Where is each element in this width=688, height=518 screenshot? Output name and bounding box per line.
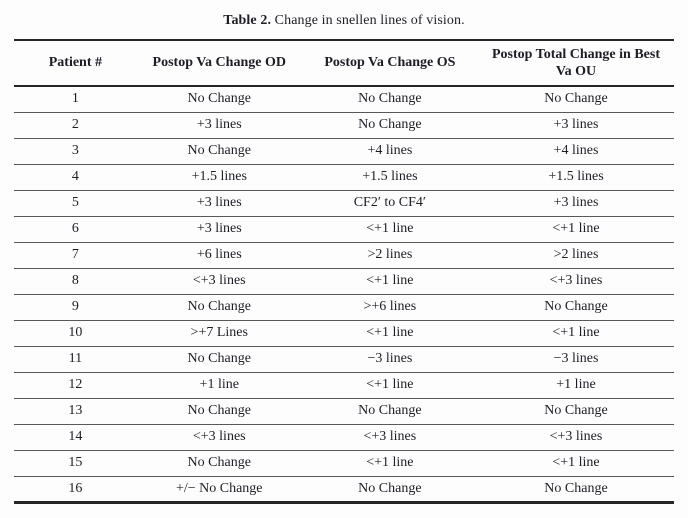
cell-total-change-ou: +3 lines bbox=[553, 195, 599, 210]
cell-patient-number: 3 bbox=[71, 143, 79, 158]
table-row: 5 +3 lines CF2′ to CF4′ +3 lines bbox=[14, 190, 674, 216]
table-body: 1 No Change No Change No Change 2 +3 lines No … bbox=[14, 86, 674, 502]
cell-patient-number: 8 bbox=[71, 273, 79, 288]
cell-patient-number: 2 bbox=[71, 117, 79, 132]
column-header-total-ou: Postop Total Change in Best Va OU bbox=[478, 40, 674, 86]
cell-total-change-ou: <+1 line bbox=[552, 455, 600, 470]
cell-va-change-os: <+1 line bbox=[366, 273, 414, 288]
table-row: 9 No Change >+6 lines No Change bbox=[14, 294, 674, 320]
cell-va-change-od: +1.5 lines bbox=[191, 169, 247, 184]
table-caption: Table 2. Change in snellen lines of visi… bbox=[0, 0, 688, 39]
cell-va-change-os: <+1 line bbox=[366, 377, 414, 392]
table-row: 10 >+7 Lines <+1 line <+1 line bbox=[14, 320, 674, 346]
table-row: 4 +1.5 lines +1.5 lines +1.5 lines bbox=[14, 164, 674, 190]
column-header-va-os-label: Postop Va Change OS bbox=[324, 55, 456, 71]
column-header-patient: Patient # bbox=[14, 40, 137, 86]
cell-patient-number: 5 bbox=[71, 195, 79, 210]
cell-va-change-od: No Change bbox=[187, 299, 251, 314]
cell-va-change-od: <+3 lines bbox=[192, 273, 246, 288]
cell-patient-number: 7 bbox=[71, 247, 79, 262]
cell-total-change-ou: <+1 line bbox=[552, 221, 600, 236]
cell-va-change-od: No Change bbox=[187, 143, 251, 158]
cell-va-change-od: >+7 Lines bbox=[190, 325, 248, 340]
table-row: 7 +6 lines >2 lines >2 lines bbox=[14, 242, 674, 268]
cell-va-change-os: No Change bbox=[358, 403, 422, 418]
cell-total-change-ou: <+1 line bbox=[552, 325, 600, 340]
cell-total-change-ou: +1.5 lines bbox=[548, 169, 604, 184]
cell-va-change-od: +3 lines bbox=[196, 195, 242, 210]
cell-va-change-od: +1 line bbox=[199, 377, 239, 392]
table-row: 16 +/− No Change No Change No Change bbox=[14, 476, 674, 502]
cell-va-change-os: <+1 line bbox=[366, 455, 414, 470]
cell-total-change-ou: +1 line bbox=[556, 377, 596, 392]
cell-va-change-os: <+3 lines bbox=[363, 429, 417, 444]
cell-patient-number: 1 bbox=[71, 91, 79, 107]
table-header: Patient # Postop Va Change OD Postop Va … bbox=[14, 40, 674, 86]
cell-total-change-ou: >2 lines bbox=[553, 247, 599, 262]
cell-total-change-ou: No Change bbox=[544, 480, 608, 496]
table-row: 15 No Change <+1 line <+1 line bbox=[14, 450, 674, 476]
table-row: 12 +1 line <+1 line +1 line bbox=[14, 372, 674, 398]
cell-va-change-od: +6 lines bbox=[196, 247, 242, 262]
cell-patient-number: 6 bbox=[71, 221, 79, 236]
cell-va-change-os: <+1 line bbox=[366, 221, 414, 236]
column-header-va-od-label: Postop Va Change OD bbox=[152, 55, 286, 71]
cell-va-change-od: +/− No Change bbox=[175, 480, 263, 496]
column-header-va-od: Postop Va Change OD bbox=[137, 40, 302, 86]
cell-va-change-os: −3 lines bbox=[367, 351, 413, 366]
column-header-total-ou-label: Postop Total Change in Best Va OU bbox=[491, 46, 660, 80]
cell-patient-number: 13 bbox=[68, 403, 83, 418]
cell-patient-number: 14 bbox=[68, 429, 83, 444]
cell-va-change-os: >+6 lines bbox=[363, 299, 417, 314]
cell-patient-number: 9 bbox=[71, 299, 79, 314]
cell-va-change-od: +3 lines bbox=[196, 117, 242, 132]
snellen-vision-table: Patient # Postop Va Change OD Postop Va … bbox=[14, 39, 674, 504]
cell-total-change-ou: <+3 lines bbox=[549, 429, 603, 444]
cell-patient-number: 4 bbox=[71, 169, 79, 184]
cell-total-change-ou: <+3 lines bbox=[549, 273, 603, 288]
cell-patient-number: 11 bbox=[68, 351, 83, 366]
cell-va-change-od: <+3 lines bbox=[192, 429, 246, 444]
cell-va-change-os: No Change bbox=[358, 91, 422, 107]
cell-patient-number: 15 bbox=[68, 455, 83, 470]
cell-patient-number: 10 bbox=[68, 325, 83, 340]
table-row: 11 No Change −3 lines −3 lines bbox=[14, 346, 674, 372]
table-row: 8 <+3 lines <+1 line <+3 lines bbox=[14, 268, 674, 294]
table-row: 2 +3 lines No Change +3 lines bbox=[14, 112, 674, 138]
cell-va-change-od: +3 lines bbox=[196, 221, 242, 236]
cell-va-change-os: No Change bbox=[358, 117, 422, 132]
cell-va-change-os: +4 lines bbox=[367, 143, 413, 158]
table-caption-label: Table 2. bbox=[223, 13, 272, 28]
cell-total-change-ou: No Change bbox=[544, 91, 608, 107]
cell-total-change-ou: +3 lines bbox=[553, 117, 599, 132]
cell-va-change-os: +1.5 lines bbox=[362, 169, 418, 184]
cell-va-change-od: No Change bbox=[187, 91, 251, 107]
cell-va-change-os: No Change bbox=[358, 480, 422, 496]
table-row: 13 No Change No Change No Change bbox=[14, 398, 674, 424]
cell-total-change-ou: No Change bbox=[544, 403, 608, 418]
table-row: 6 +3 lines <+1 line <+1 line bbox=[14, 216, 674, 242]
table-row: 14 <+3 lines <+3 lines <+3 lines bbox=[14, 424, 674, 450]
cell-va-change-os: >2 lines bbox=[367, 247, 413, 262]
cell-va-change-od: No Change bbox=[187, 403, 251, 418]
cell-va-change-od: No Change bbox=[187, 351, 251, 366]
cell-total-change-ou: −3 lines bbox=[553, 351, 599, 366]
table-row: 1 No Change No Change No Change bbox=[14, 86, 674, 112]
table-caption-text: Change in snellen lines of vision. bbox=[274, 13, 465, 28]
column-header-patient-label: Patient # bbox=[48, 55, 102, 71]
cell-va-change-os: <+1 line bbox=[366, 325, 414, 340]
cell-patient-number: 16 bbox=[68, 480, 83, 496]
cell-patient-number: 12 bbox=[68, 377, 83, 392]
header-row: Patient # Postop Va Change OD Postop Va … bbox=[14, 40, 674, 86]
cell-total-change-ou: No Change bbox=[544, 299, 608, 314]
column-header-va-os: Postop Va Change OS bbox=[302, 40, 478, 86]
cell-total-change-ou: +4 lines bbox=[553, 143, 599, 158]
cell-va-change-od: No Change bbox=[187, 455, 251, 470]
cell-va-change-os: CF2′ to CF4′ bbox=[353, 195, 426, 210]
table-row: 3 No Change +4 lines +4 lines bbox=[14, 138, 674, 164]
